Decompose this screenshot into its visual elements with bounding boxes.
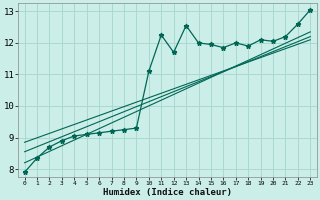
X-axis label: Humidex (Indice chaleur): Humidex (Indice chaleur) (103, 188, 232, 197)
